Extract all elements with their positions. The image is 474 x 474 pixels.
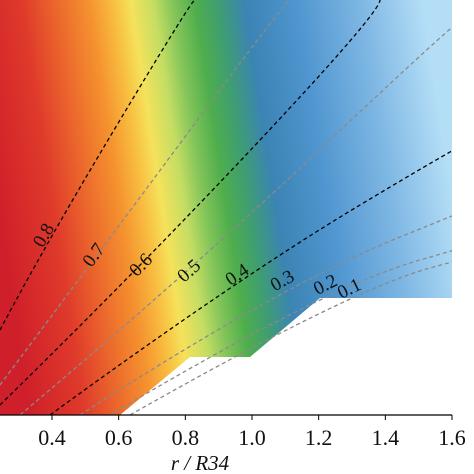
- contour-line: [0, 0, 291, 386]
- masked-region: [120, 298, 452, 415]
- x-tick-label: 0.4: [38, 425, 66, 450]
- x-tick-label: 0.8: [172, 425, 200, 450]
- x-tick-label: 1.4: [372, 425, 400, 450]
- contour-line: [109, 250, 452, 415]
- x-tick-label: 1.0: [238, 425, 266, 450]
- x-axis-label: r / R34: [171, 451, 230, 474]
- x-tick-label: 1.6: [438, 425, 466, 450]
- contour-line: [49, 150, 452, 415]
- contour-line: [0, 0, 196, 331]
- x-tick-label: 1.2: [305, 425, 333, 450]
- contour-line: [19, 26, 452, 415]
- x-tick-label: 0.6: [105, 425, 133, 450]
- contour-line: [79, 215, 452, 415]
